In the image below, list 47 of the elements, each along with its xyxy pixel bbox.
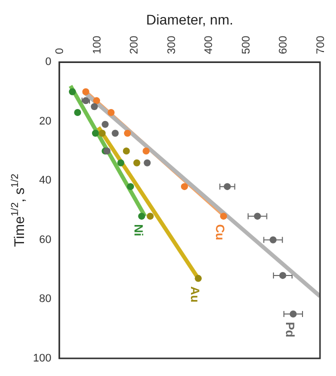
point [82, 88, 90, 96]
point [126, 183, 134, 190]
text: Cu [213, 224, 228, 240]
text: Au [188, 286, 202, 302]
point [279, 272, 286, 279]
x-tick-label: 700 [314, 36, 327, 54]
text: Pd [282, 322, 297, 338]
point [194, 274, 202, 282]
y-tick-label: 80 [39, 293, 52, 306]
y-tick-label: 60 [39, 234, 52, 246]
point [92, 130, 99, 137]
point [93, 97, 100, 104]
y-tick-label: 20 [39, 115, 52, 128]
point [220, 212, 228, 220]
x-tick-label: 500 [240, 36, 252, 54]
point [117, 159, 124, 166]
point [102, 120, 109, 128]
point [108, 109, 115, 116]
x-tick-label: 400 [203, 36, 216, 54]
point [290, 310, 297, 318]
point [112, 130, 119, 137]
point [98, 130, 106, 137]
y-tick-label: 0 [45, 56, 52, 68]
x-tick-label: 200 [128, 36, 141, 54]
point [133, 159, 140, 166]
point [138, 212, 146, 220]
x-tick-label: 100 [91, 36, 104, 54]
x-tick-label: 0 [54, 48, 66, 54]
point [144, 159, 151, 166]
point [68, 88, 76, 96]
point [124, 130, 131, 137]
x-axis-title: Diameter, nm. [146, 11, 234, 28]
point [146, 212, 154, 220]
point [74, 109, 82, 116]
point [270, 236, 277, 244]
point [180, 183, 188, 190]
y-tick-label: 40 [39, 174, 52, 187]
y-tick-label: 100 [32, 352, 52, 364]
x-tick-label: 300 [166, 36, 178, 54]
point [90, 103, 98, 110]
text: Ni [131, 224, 146, 236]
y-axis-title: Time1/2, s1/2 [10, 173, 27, 247]
point [122, 148, 130, 155]
point [254, 212, 261, 220]
point [224, 183, 231, 190]
point [142, 148, 150, 155]
x-tick-label: 600 [278, 36, 290, 54]
